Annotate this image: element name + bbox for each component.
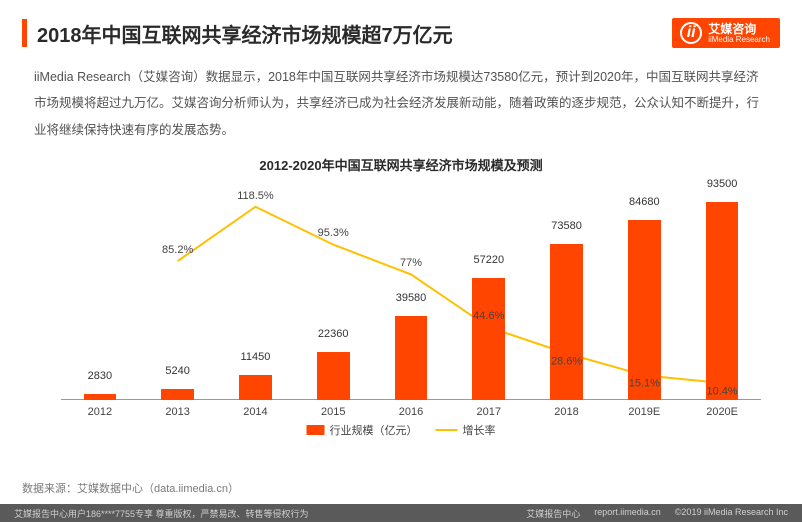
- chart-title: 2012-2020年中国互联网共享经济市场规模及预测: [0, 155, 802, 174]
- line-value-label: 95.3%: [318, 228, 349, 240]
- legend-bar-label: 行业规模（亿元）: [330, 422, 418, 438]
- logo-icon: ii: [680, 22, 702, 44]
- bar-value-label: 2830: [88, 370, 112, 382]
- bar-value-label: 39580: [396, 292, 427, 304]
- legend-line-label: 增长率: [463, 422, 496, 438]
- plot-area: 2830201252402013114502014223602015395802…: [61, 188, 761, 400]
- title-accent-bar: [22, 19, 27, 47]
- x-axis-label: 2015: [321, 406, 345, 418]
- x-axis-label: 2012: [88, 406, 112, 418]
- bar: [84, 394, 117, 400]
- bar-value-label: 5240: [165, 365, 189, 377]
- line-value-label: 10.4%: [707, 385, 738, 397]
- description-paragraph: iiMedia Research（艾媒咨询）数据显示，2018年中国互联网共享经…: [0, 48, 802, 151]
- line-value-label: 15.1%: [629, 378, 660, 390]
- x-axis-label: 2017: [477, 406, 501, 418]
- bar: [161, 389, 194, 400]
- bar-value-label: 11450: [241, 351, 271, 363]
- x-axis-label: 2018: [554, 406, 578, 418]
- x-axis-label: 2019E: [628, 406, 660, 418]
- bar: [395, 316, 428, 400]
- combo-chart: 2830 2012 5240 2013 11450 2014 22360 2015 39580 2…: [31, 180, 771, 440]
- bar: [472, 278, 505, 399]
- title-wrap: 2018年中国互联网共享经济市场规模超7万亿元: [22, 19, 453, 48]
- line-value-label: 118.5%: [237, 190, 274, 202]
- chart-legend: 行业规模（亿元） 增长率: [307, 422, 496, 438]
- x-axis-label: 2013: [165, 406, 189, 418]
- bar: [550, 244, 583, 400]
- line-value-label: 77%: [400, 257, 422, 269]
- line-value-label: 85.2%: [162, 244, 193, 256]
- bar: [706, 202, 739, 400]
- legend-bar-swatch: [307, 425, 325, 435]
- legend-line: 增长率: [436, 422, 496, 438]
- footer-copyright: ©2019 iiMedia Research Inc: [675, 507, 788, 520]
- footer-center-b: report.iimedia.cn: [594, 507, 661, 520]
- x-axis-label: 2020E: [706, 406, 738, 418]
- bar-value-label: 57220: [473, 254, 504, 266]
- footer-right: 艾媒报告中心 report.iimedia.cn ©2019 iiMedia R…: [526, 507, 788, 520]
- bar-value-label: 73580: [551, 220, 582, 232]
- legend-line-swatch: [436, 429, 458, 431]
- line-value-label: 44.6%: [473, 310, 504, 322]
- logo-text: 艾媒咨询 iiMedia Research: [708, 23, 770, 44]
- header: 2018年中国互联网共享经济市场规模超7万亿元 ii 艾媒咨询 iiMedia …: [0, 0, 802, 48]
- footer-bar: 艾媒报告中心用户186****7755专享 尊重版权，严禁易改、转售等侵权行为 …: [0, 504, 802, 522]
- line-value-label: 28.6%: [551, 356, 582, 368]
- footer-center-a: 艾媒报告中心: [526, 507, 580, 520]
- bar: [628, 220, 661, 400]
- bar-value-label: 84680: [629, 196, 660, 208]
- footer-watermark: 艾媒报告中心用户186****7755专享 尊重版权，严禁易改、转售等侵权行为: [14, 507, 309, 520]
- logo-en: iiMedia Research: [708, 36, 770, 44]
- page-title: 2018年中国互联网共享经济市场规模超7万亿元: [37, 19, 453, 48]
- bar-value-label: 22360: [318, 328, 349, 340]
- brand-logo: ii 艾媒咨询 iiMedia Research: [672, 18, 780, 48]
- x-axis-label: 2016: [399, 406, 423, 418]
- footer-left: 艾媒报告中心用户186****7755专享 尊重版权，严禁易改、转售等侵权行为: [14, 507, 309, 520]
- data-source: 数据来源：艾媒数据中心（data.iimedia.cn）: [22, 480, 239, 496]
- bar: [317, 352, 350, 399]
- x-axis-label: 2014: [243, 406, 267, 418]
- bar-value-label: 93500: [707, 178, 738, 190]
- legend-bar: 行业规模（亿元）: [307, 422, 418, 438]
- logo-cn: 艾媒咨询: [708, 23, 770, 35]
- bar: [239, 375, 272, 399]
